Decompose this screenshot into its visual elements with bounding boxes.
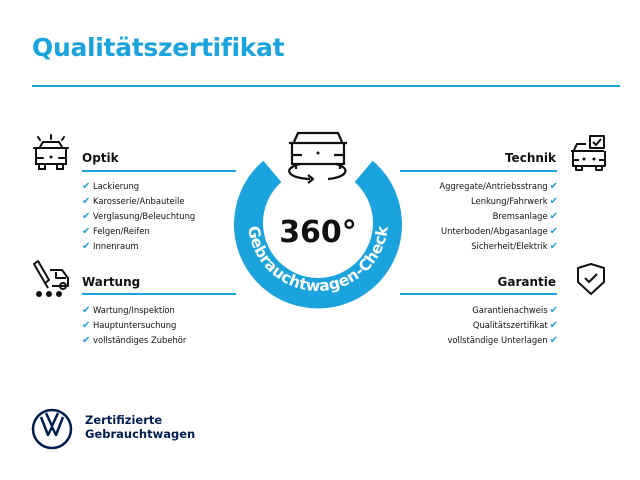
360-check-badge: Gebrauchtwagen-Check 360° xyxy=(234,131,402,309)
list-item: ✔ Innenraum xyxy=(82,239,195,254)
section-heading-technik: Technik xyxy=(504,151,556,165)
list-item: Bremsanlage ✔ xyxy=(439,209,558,224)
list-item: ✔ Lackierung xyxy=(82,179,195,194)
item-label: Aggregate/Antriebsstrang xyxy=(439,181,548,191)
checkmark-icon: ✔ xyxy=(549,181,558,192)
list-item: Garantienachweis ✔ xyxy=(447,303,558,318)
badge-value: 360° xyxy=(279,215,357,250)
item-label: vollständige Unterlagen xyxy=(447,335,548,345)
section-divider xyxy=(82,293,236,295)
item-label: Garantienachweis xyxy=(472,305,548,315)
list-item: ✔ vollständiges Zubehör xyxy=(82,333,186,348)
checkmark-icon: ✔ xyxy=(82,320,91,331)
checkmark-icon: ✔ xyxy=(82,226,91,237)
shield-check-icon xyxy=(577,263,605,295)
checkmark-icon: ✔ xyxy=(82,305,91,316)
car-service-icon xyxy=(33,260,69,297)
checkmark-icon: ✔ xyxy=(82,335,91,346)
section-divider xyxy=(400,170,557,172)
checkmark-icon: ✔ xyxy=(549,320,558,331)
item-label: Qualitätszertifikat xyxy=(472,320,548,330)
list-item: ✔ Wartung/Inspektion xyxy=(82,303,186,318)
checkmark-icon: ✔ xyxy=(82,196,91,207)
garantie-list: Garantienachweis ✔ Qualitätszertifikat ✔ v… xyxy=(447,303,558,348)
item-label: Felgen/Reifen xyxy=(93,226,150,236)
technik-list: Aggregate/Antriebsstrang ✔ Lenkung/Fahrwe… xyxy=(439,179,558,254)
item-label: Wartung/Inspektion xyxy=(93,305,175,315)
checkmark-icon: ✔ xyxy=(549,335,558,346)
list-item: Sicherheit/Elektrik ✔ xyxy=(439,239,558,254)
item-label: Sicherheit/Elektrik xyxy=(471,241,548,251)
list-item: vollständige Unterlagen ✔ xyxy=(447,333,558,348)
item-label: vollständiges Zubehör xyxy=(93,335,187,345)
section-heading-optik: Optik xyxy=(82,151,119,165)
item-label: Innenraum xyxy=(93,241,139,251)
section-heading-garantie: Garantie xyxy=(497,275,557,289)
list-item: ✔ Karosserie/Anbauteile xyxy=(82,194,195,209)
wartung-list: ✔ Wartung/Inspektion ✔ Hauptuntersuchung ✔… xyxy=(82,303,186,348)
item-label: Lenkung/Fahrwerk xyxy=(471,196,548,206)
title-divider xyxy=(32,85,620,87)
vw-logo xyxy=(31,408,73,450)
list-item: Lenkung/Fahrwerk ✔ xyxy=(439,194,558,209)
item-label: Lackierung xyxy=(93,181,140,191)
list-item: Aggregate/Antriebsstrang ✔ xyxy=(439,179,558,194)
checkmark-icon: ✔ xyxy=(549,196,558,207)
item-label: Unterboden/Abgasanlage xyxy=(441,226,548,236)
checkmark-icon: ✔ xyxy=(82,211,91,222)
item-label: Hauptuntersuchung xyxy=(93,320,177,330)
list-item: ✔ Hauptuntersuchung xyxy=(82,318,186,333)
page-title: Qualitätszertifikat xyxy=(32,33,285,62)
checkmark-icon: ✔ xyxy=(549,211,558,222)
item-label: Verglasung/Beleuchtung xyxy=(93,211,196,221)
checkmark-icon: ✔ xyxy=(82,181,91,192)
list-item: ✔ Verglasung/Beleuchtung xyxy=(82,209,195,224)
list-item: ✔ Felgen/Reifen xyxy=(82,224,195,239)
list-item: Qualitätszertifikat ✔ xyxy=(447,318,558,333)
car-lights-icon xyxy=(33,134,69,170)
checkmark-icon: ✔ xyxy=(549,226,558,237)
ring-arc xyxy=(234,160,402,309)
checkmark-icon: ✔ xyxy=(549,305,558,316)
footer-line2: Gebrauchtwagen xyxy=(85,427,196,441)
checkmark-icon: ✔ xyxy=(82,241,91,252)
section-divider xyxy=(82,170,236,172)
optik-list: ✔ Lackierung ✔ Karosserie/Anbauteile ✔ Verg… xyxy=(82,179,195,254)
item-label: Bremsanlage xyxy=(492,211,548,221)
car-rotate-icon xyxy=(288,131,347,184)
section-heading-wartung: Wartung xyxy=(82,275,141,289)
footer-line1: Zertifizierte xyxy=(85,413,163,427)
item-label: Karosserie/Anbauteile xyxy=(93,196,185,206)
checkmark-icon: ✔ xyxy=(549,241,558,252)
list-item: Unterboden/Abgasanlage ✔ xyxy=(439,224,558,239)
section-divider xyxy=(400,293,557,295)
car-checkbox-icon xyxy=(571,135,606,171)
footer-brand-text: Zertifizierte Gebrauchtwagen xyxy=(85,413,195,441)
